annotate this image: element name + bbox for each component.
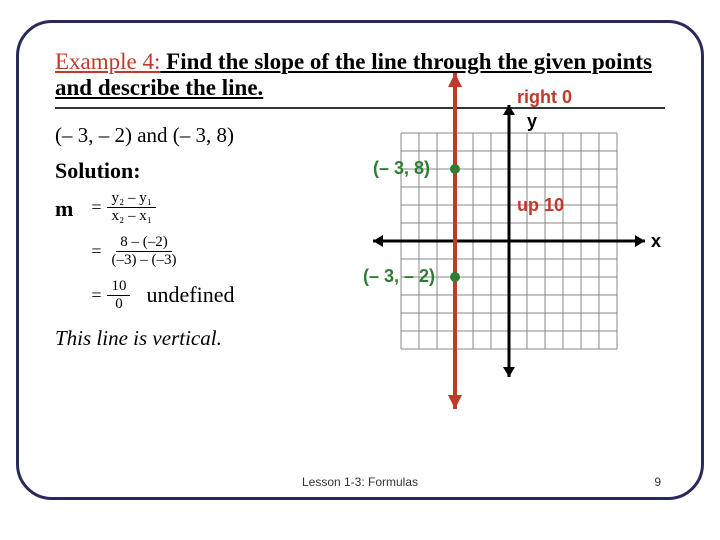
label-x-axis: x — [651, 231, 661, 252]
frac3-den: 0 — [111, 296, 127, 313]
frac3-num: 10 — [107, 278, 130, 296]
eq-line-3: = 10 0 undefined — [91, 278, 234, 312]
frac1-den: x₂ – x₁ — [107, 208, 155, 225]
frac2-num: 8 – (–2) — [116, 234, 172, 252]
equals-sign: = — [91, 197, 101, 218]
frac2-den: (–3) – (–3) — [107, 252, 180, 269]
equation-column: = y₂ – y₁ x₂ – x₁ = 8 – (–2) (–3) – (–3)… — [91, 190, 234, 312]
fraction-2: 8 – (–2) (–3) – (–3) — [107, 234, 180, 268]
undefined-text: undefined — [146, 282, 234, 308]
m-label: m — [55, 196, 73, 222]
slide-footer: Lesson 1-3: Formulas 9 — [19, 475, 701, 489]
eq-line-2: = 8 – (–2) (–3) – (–3) — [91, 234, 234, 268]
label-right-0: right 0 — [517, 87, 572, 108]
footer-lesson: Lesson 1-3: Formulas — [302, 475, 418, 489]
title-block: Example 4: Find the slope of the line th… — [55, 49, 665, 101]
label-point-a: (– 3, 8) — [373, 158, 430, 179]
equals-sign: = — [91, 241, 101, 262]
slide-frame: Example 4: Find the slope of the line th… — [16, 20, 704, 500]
fraction-1: y₂ – y₁ x₂ – x₁ — [107, 190, 155, 224]
label-up-10: up 10 — [517, 195, 564, 216]
content-area: (– 3, – 2) and (– 3, 8) Solution: m = y₂… — [55, 123, 665, 463]
fraction-3: 10 0 — [107, 278, 130, 312]
frac1-num: y₂ – y₁ — [107, 190, 155, 208]
equals-sign: = — [91, 285, 101, 306]
eq-line-1: = y₂ – y₁ x₂ – x₁ — [91, 190, 234, 224]
label-y-axis: y — [527, 111, 537, 132]
footer-page: 9 — [654, 475, 661, 489]
label-point-b: (– 3, – 2) — [363, 266, 435, 287]
coordinate-graph: right 0 y x up 10 (– 3, 8) (– 3, – 2) — [351, 109, 671, 449]
example-label: Example 4: — [55, 49, 160, 74]
